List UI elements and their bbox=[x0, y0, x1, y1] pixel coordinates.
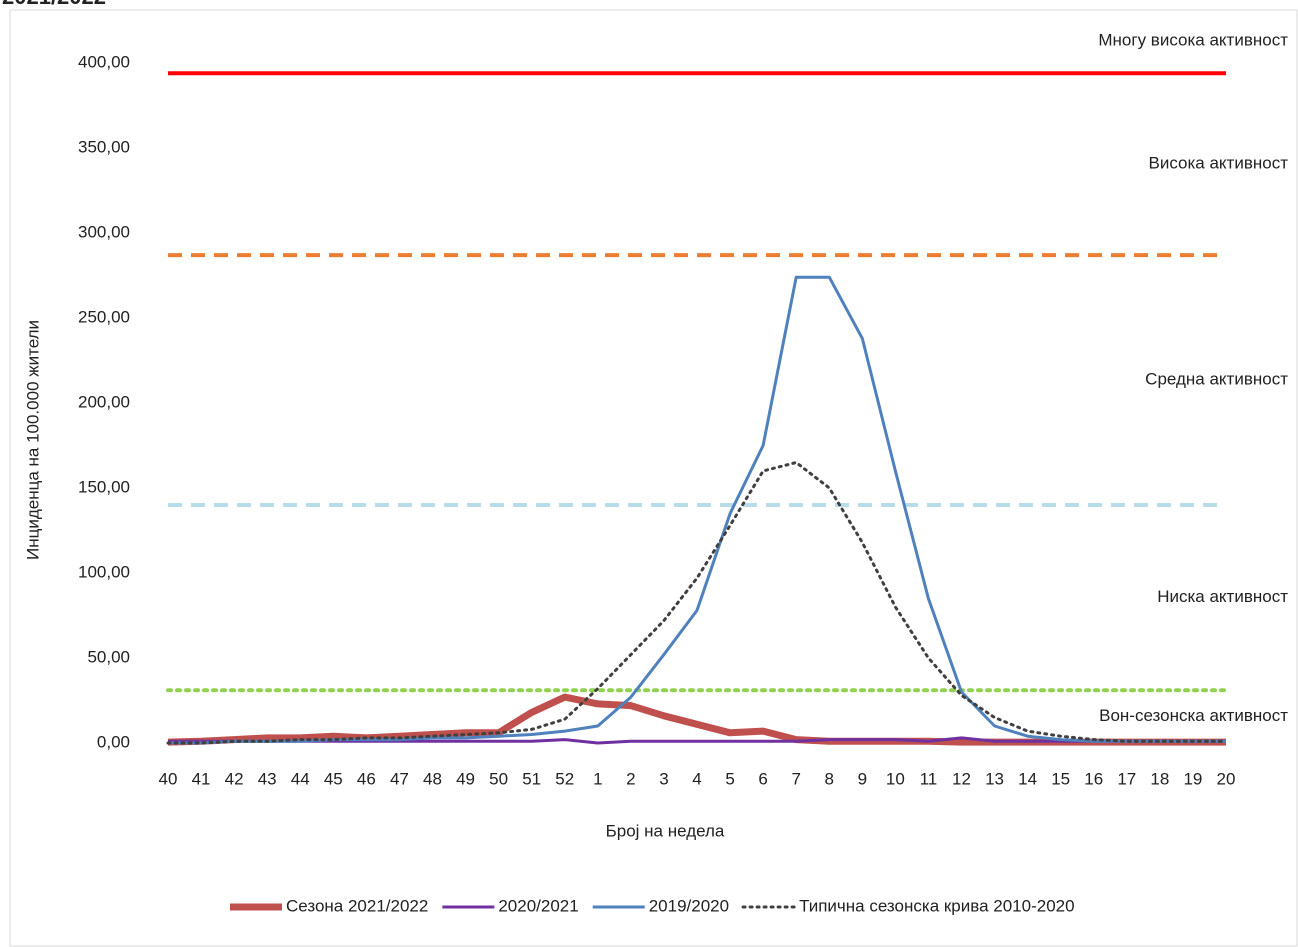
x-tick-label: 5 bbox=[725, 769, 734, 788]
x-tick-label: 13 bbox=[985, 769, 1004, 788]
legend-label: Сезона 2021/2022 bbox=[286, 896, 428, 915]
series-line bbox=[168, 275, 1226, 745]
y-tick-label: 400,00 bbox=[78, 52, 130, 71]
legend-label: 2019/2020 bbox=[649, 896, 729, 915]
x-tick-label: 2 bbox=[626, 769, 635, 788]
x-tick-label: 42 bbox=[225, 769, 244, 788]
x-axis-label: Број на недела bbox=[606, 821, 725, 840]
x-tick-label: 50 bbox=[489, 769, 508, 788]
y-tick-label: 350,00 bbox=[78, 137, 130, 156]
zone-label: Вон-сезонска активност bbox=[1099, 706, 1288, 725]
x-tick-label: 48 bbox=[423, 769, 442, 788]
x-tick-label: 10 bbox=[886, 769, 905, 788]
x-tick-label: 49 bbox=[456, 769, 475, 788]
x-tick-label: 6 bbox=[758, 769, 767, 788]
y-tick-label: 50,00 bbox=[87, 647, 130, 666]
x-tick-label: 47 bbox=[390, 769, 409, 788]
zone-label: Многу висока активност bbox=[1098, 31, 1288, 50]
x-tick-label: 17 bbox=[1117, 769, 1136, 788]
x-tick-label: 52 bbox=[555, 769, 574, 788]
legend-label: 2020/2021 bbox=[498, 896, 578, 915]
zone-label: Висока активност bbox=[1149, 154, 1289, 173]
y-tick-label: 250,00 bbox=[78, 307, 130, 326]
x-tick-label: 14 bbox=[1018, 769, 1037, 788]
x-tick-label: 46 bbox=[357, 769, 376, 788]
x-tick-label: 11 bbox=[920, 769, 938, 788]
series-line bbox=[167, 693, 1226, 746]
series-line bbox=[166, 461, 1228, 745]
y-axis-label: Инциденца на 100.000 жители bbox=[23, 320, 42, 560]
x-tick-label: 16 bbox=[1084, 769, 1103, 788]
chart-frame bbox=[9, 9, 1298, 947]
x-tick-label: 8 bbox=[825, 769, 834, 788]
x-tick-label: 51 bbox=[522, 769, 541, 788]
series-line bbox=[168, 736, 1226, 745]
y-tick-label: 0,00 bbox=[97, 732, 130, 751]
x-tick-label: 20 bbox=[1217, 769, 1236, 788]
y-tick-label: 200,00 bbox=[78, 392, 130, 411]
x-tick-label: 43 bbox=[258, 769, 277, 788]
x-tick-label: 7 bbox=[791, 769, 800, 788]
x-tick-label: 3 bbox=[659, 769, 668, 788]
y-tick-label: 150,00 bbox=[78, 477, 130, 496]
x-tick-label: 41 bbox=[192, 769, 211, 788]
zone-label: Средна активност bbox=[1145, 370, 1288, 389]
y-tick-label: 100,00 bbox=[78, 562, 130, 581]
chart-subtitle: 2021/2022 bbox=[2, 0, 106, 9]
x-tick-label: 40 bbox=[159, 769, 178, 788]
y-tick-label: 300,00 bbox=[78, 222, 130, 241]
zone-label: Ниска активност bbox=[1157, 587, 1288, 606]
x-tick-label: 12 bbox=[952, 769, 971, 788]
x-tick-label: 1 bbox=[593, 769, 602, 788]
x-tick-label: 18 bbox=[1150, 769, 1169, 788]
x-tick-label: 45 bbox=[324, 769, 343, 788]
x-tick-label: 19 bbox=[1183, 769, 1202, 788]
legend-label: Типична сезонска крива 2010-2020 bbox=[799, 896, 1074, 915]
x-tick-label: 15 bbox=[1051, 769, 1070, 788]
x-tick-label: 4 bbox=[692, 769, 701, 788]
x-tick-label: 9 bbox=[858, 769, 867, 788]
x-tick-label: 44 bbox=[291, 769, 310, 788]
